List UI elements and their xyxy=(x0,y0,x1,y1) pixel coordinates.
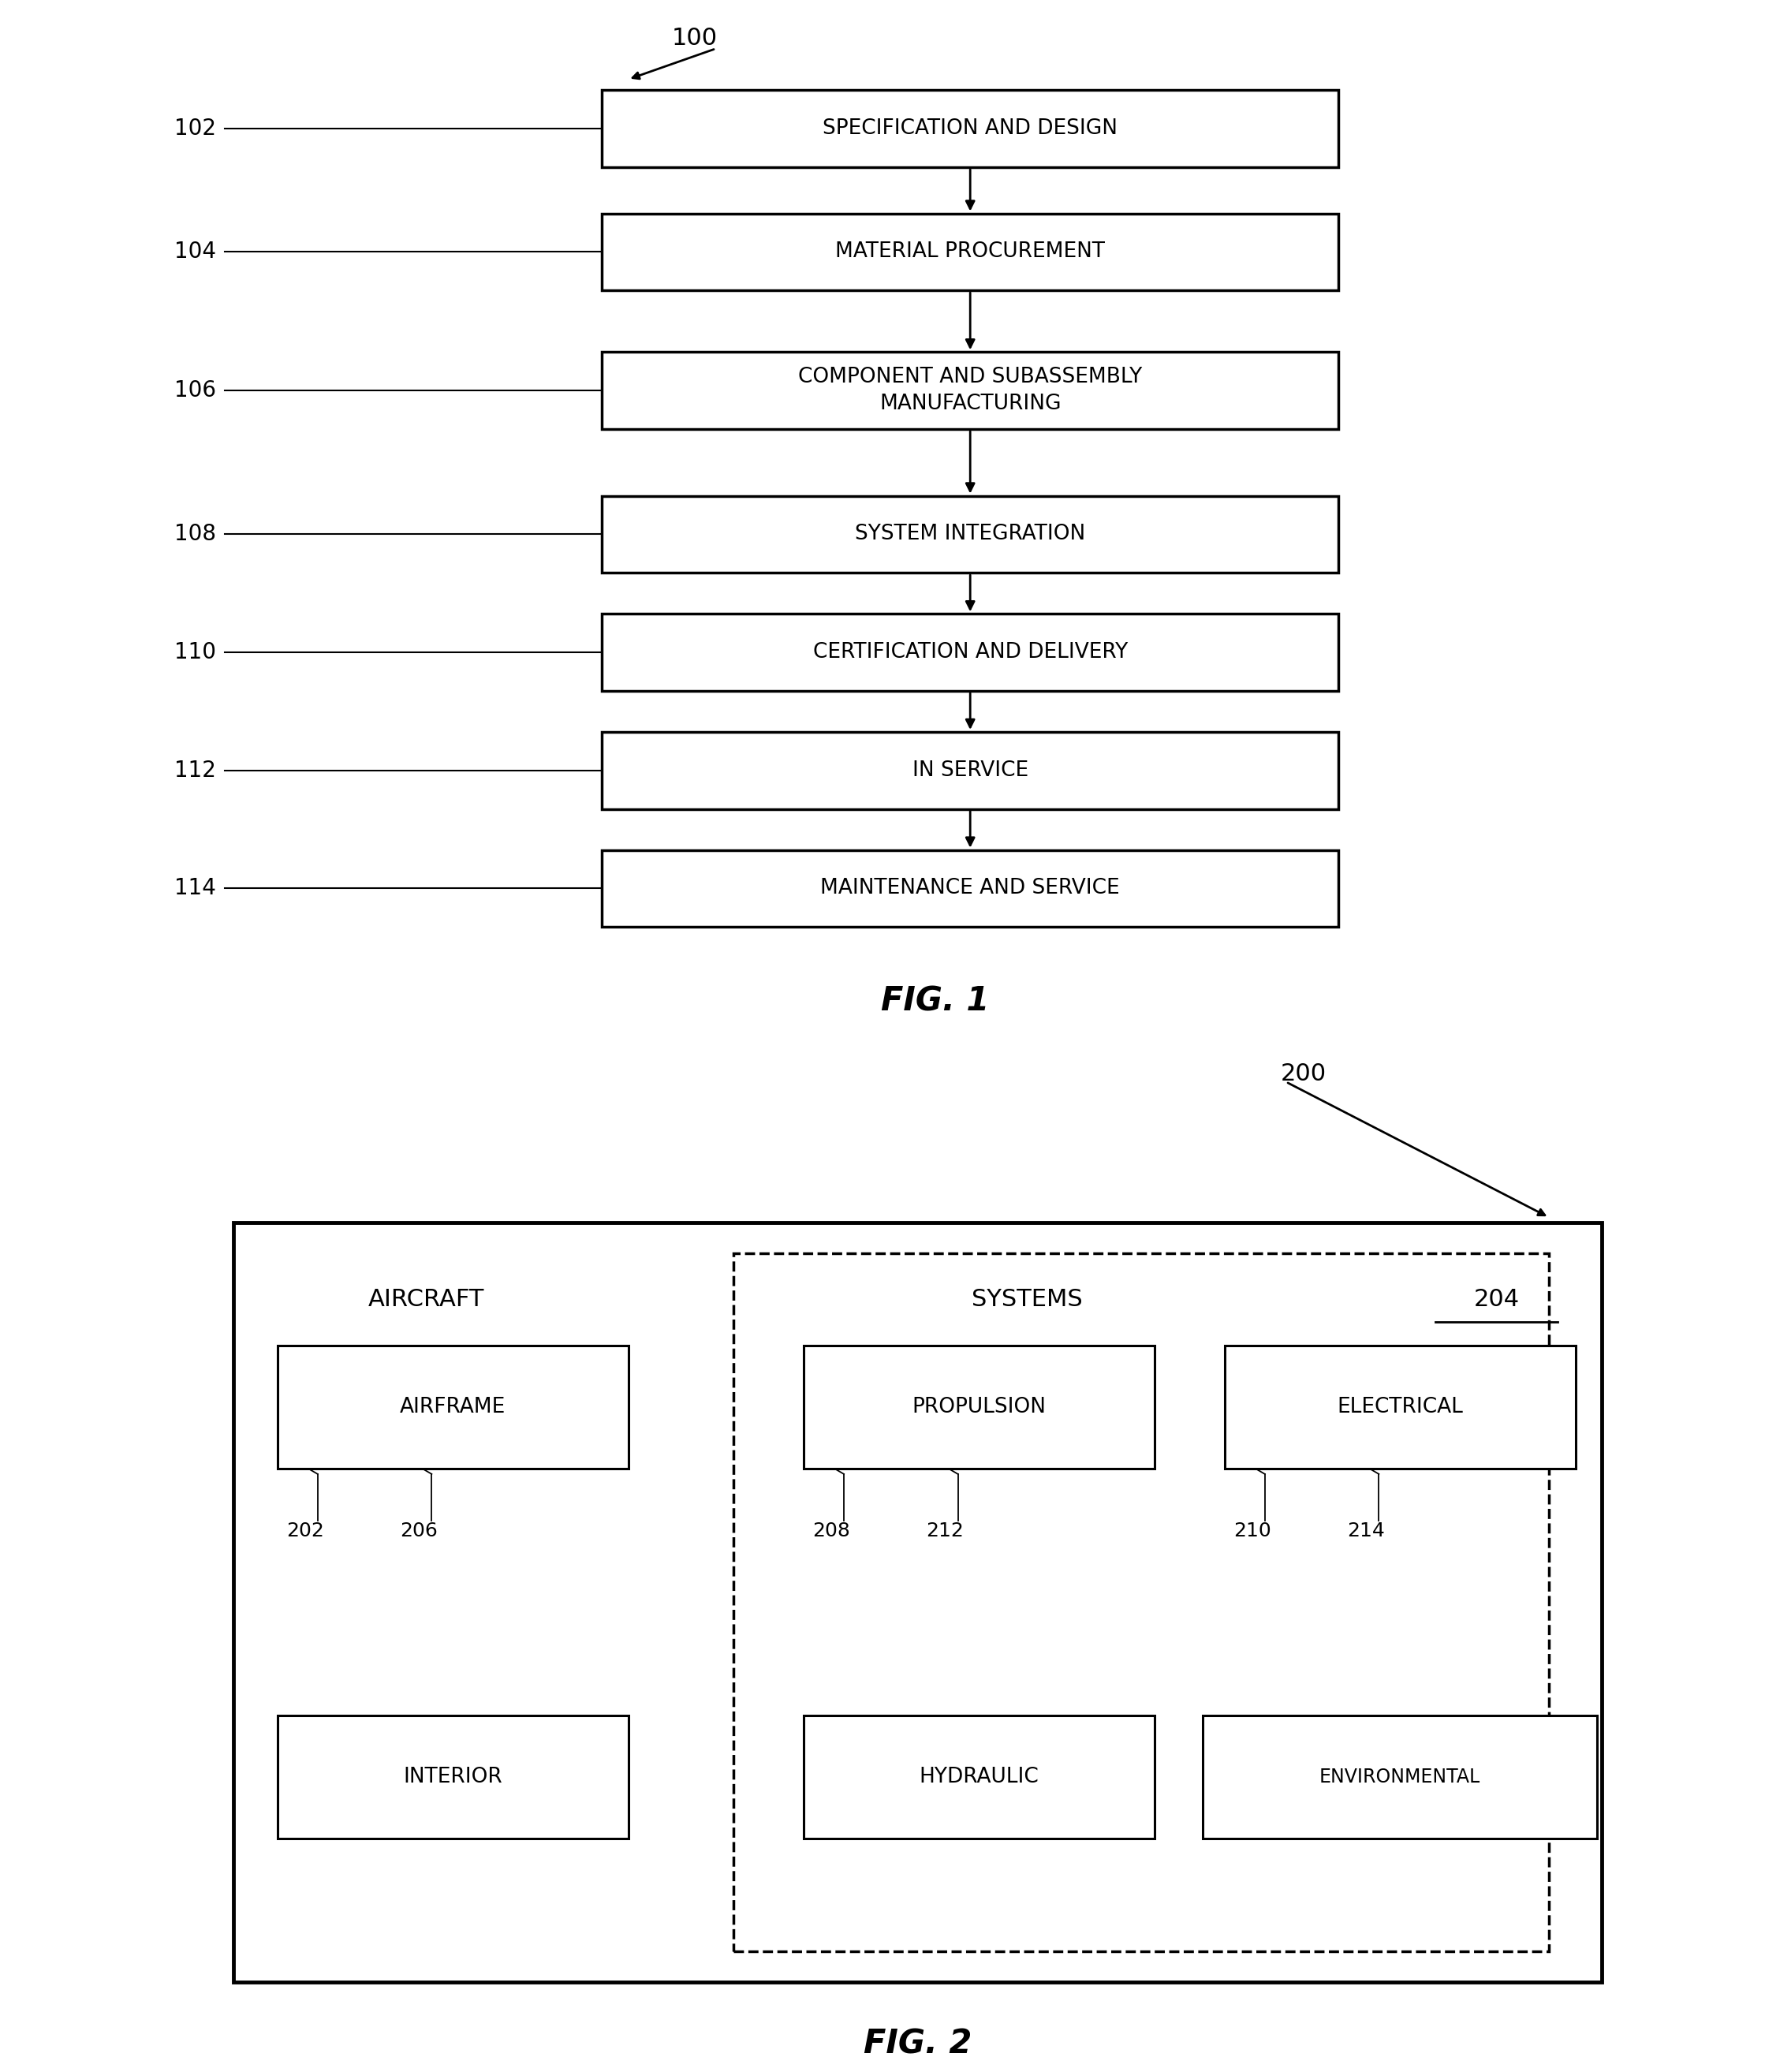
Text: PROPULSION: PROPULSION xyxy=(913,1397,1047,1417)
Text: 114: 114 xyxy=(175,876,215,899)
Text: MATERIAL PROCUREMENT: MATERIAL PROCUREMENT xyxy=(835,242,1105,263)
Text: 108: 108 xyxy=(175,524,215,545)
Text: HYDRAULIC: HYDRAULIC xyxy=(920,1767,1040,1788)
Bar xyxy=(803,1345,1154,1469)
Text: 206: 206 xyxy=(401,1521,438,1539)
Bar xyxy=(233,1222,1601,1983)
Text: 212: 212 xyxy=(927,1521,964,1539)
Text: 110: 110 xyxy=(175,642,215,663)
Bar xyxy=(602,213,1338,290)
Text: INTERIOR: INTERIOR xyxy=(402,1767,503,1788)
Text: 210: 210 xyxy=(1234,1521,1271,1539)
Text: ELECTRICAL: ELECTRICAL xyxy=(1336,1397,1463,1417)
Text: 204: 204 xyxy=(1474,1289,1520,1312)
Text: SYSTEMS: SYSTEMS xyxy=(971,1289,1082,1312)
Text: 102: 102 xyxy=(175,118,215,139)
Bar xyxy=(602,731,1338,808)
Bar xyxy=(1225,1345,1576,1469)
Bar xyxy=(277,1345,628,1469)
Bar xyxy=(734,1254,1550,1952)
Bar xyxy=(602,850,1338,926)
Text: 214: 214 xyxy=(1347,1521,1386,1539)
Bar xyxy=(1202,1716,1597,1838)
Text: ENVIRONMENTAL: ENVIRONMENTAL xyxy=(1320,1767,1481,1786)
Text: 100: 100 xyxy=(672,27,718,50)
Text: 200: 200 xyxy=(1281,1063,1326,1086)
Text: 104: 104 xyxy=(175,240,215,263)
Bar xyxy=(602,91,1338,168)
Text: SPECIFICATION AND DESIGN: SPECIFICATION AND DESIGN xyxy=(822,118,1117,139)
Text: IN SERVICE: IN SERVICE xyxy=(913,760,1029,781)
Text: 106: 106 xyxy=(175,379,215,402)
Text: COMPONENT AND SUBASSEMBLY
MANUFACTURING: COMPONENT AND SUBASSEMBLY MANUFACTURING xyxy=(798,367,1142,414)
Text: MAINTENANCE AND SERVICE: MAINTENANCE AND SERVICE xyxy=(821,879,1121,899)
Bar xyxy=(602,613,1338,690)
Bar xyxy=(602,352,1338,429)
Bar xyxy=(602,495,1338,572)
Text: SYSTEM INTEGRATION: SYSTEM INTEGRATION xyxy=(854,524,1085,545)
Bar xyxy=(803,1716,1154,1838)
Text: CERTIFICATION AND DELIVERY: CERTIFICATION AND DELIVERY xyxy=(812,642,1128,663)
Text: 112: 112 xyxy=(175,758,215,781)
Text: 208: 208 xyxy=(812,1521,851,1539)
Text: FIG. 2: FIG. 2 xyxy=(863,2026,973,2060)
Text: AIRFRAME: AIRFRAME xyxy=(401,1397,507,1417)
Text: FIG. 1: FIG. 1 xyxy=(881,984,990,1017)
Bar xyxy=(277,1716,628,1838)
Text: AIRCRAFT: AIRCRAFT xyxy=(369,1289,485,1312)
Text: 202: 202 xyxy=(286,1521,325,1539)
